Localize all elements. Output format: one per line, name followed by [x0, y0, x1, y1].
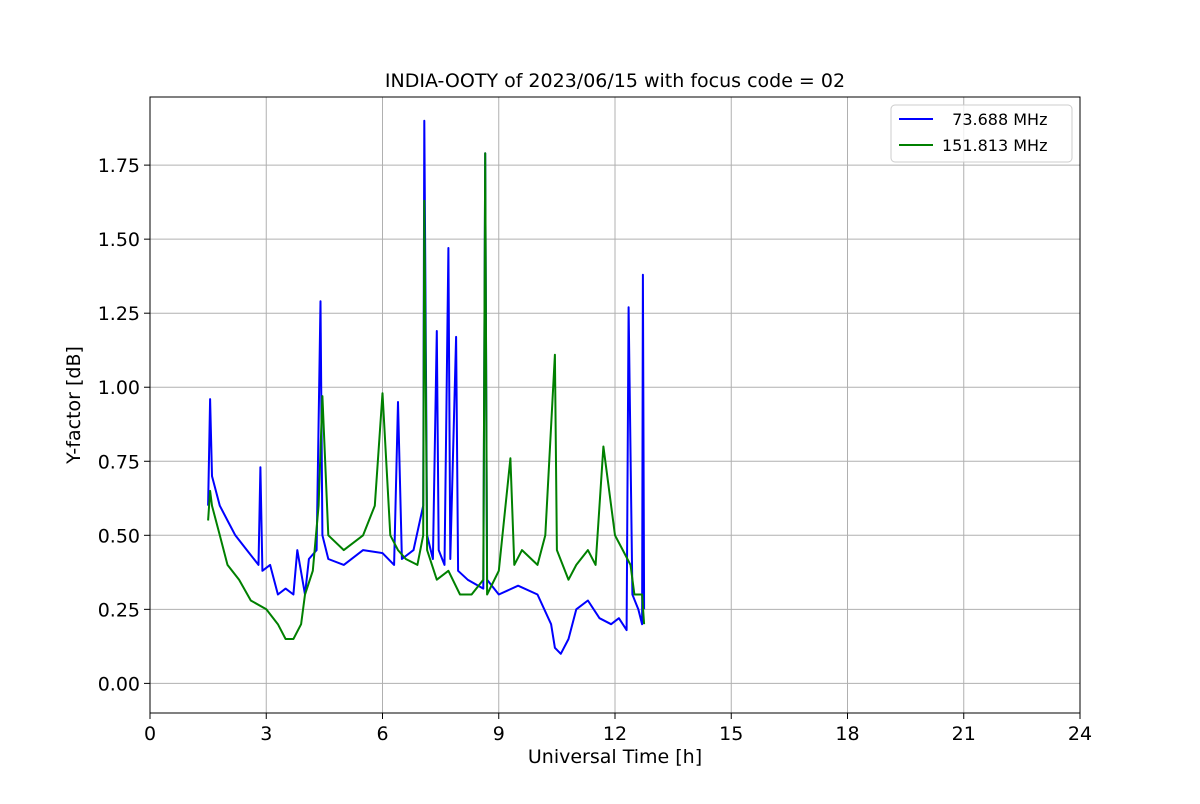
y-tick-label: 0.25: [98, 599, 140, 621]
y-axis-label: Y-factor [dB]: [63, 346, 85, 465]
series-line-2: [207, 152, 646, 640]
x-tick-label: 9: [493, 723, 505, 745]
series-line-1: [207, 119, 646, 655]
x-tick-label: 6: [376, 723, 388, 745]
axis-ticks: 0 3 6 9 12 15 18 21 24 0.00 0.25 0.50 0.75 1.00 1.25 1.…: [98, 155, 1092, 745]
x-tick-label: 3: [260, 723, 272, 745]
legend-box: [890, 104, 1073, 163]
chart-title: INDIA-OOTY of 2023/06/15 with focus code…: [385, 70, 845, 92]
x-tick-label: 12: [603, 723, 627, 745]
y-tick-label: 0.75: [98, 451, 140, 473]
legend-label-series-1: 73.688 MHz: [942, 110, 1047, 129]
y-tick-label: 1.25: [98, 303, 140, 325]
x-tick-label: 15: [719, 723, 743, 745]
x-tick-label: 0: [144, 723, 156, 745]
y-tick-label: 1.50: [98, 229, 140, 251]
series-lines: [207, 119, 646, 655]
y-tick-label: 0.00: [98, 673, 140, 695]
x-tick-label: 21: [952, 723, 976, 745]
x-axis-label: Universal Time [h]: [528, 746, 702, 768]
x-tick-label: 24: [1068, 723, 1092, 745]
x-tick-label: 18: [835, 723, 859, 745]
legend-label-series-2: 151.813 MHz: [942, 136, 1047, 155]
y-tick-label: 1.00: [98, 377, 140, 399]
y-tick-label: 0.50: [98, 525, 140, 547]
legend: 73.688 MHz 151.813 MHz: [890, 104, 1073, 163]
y-tick-label: 1.75: [98, 155, 140, 177]
